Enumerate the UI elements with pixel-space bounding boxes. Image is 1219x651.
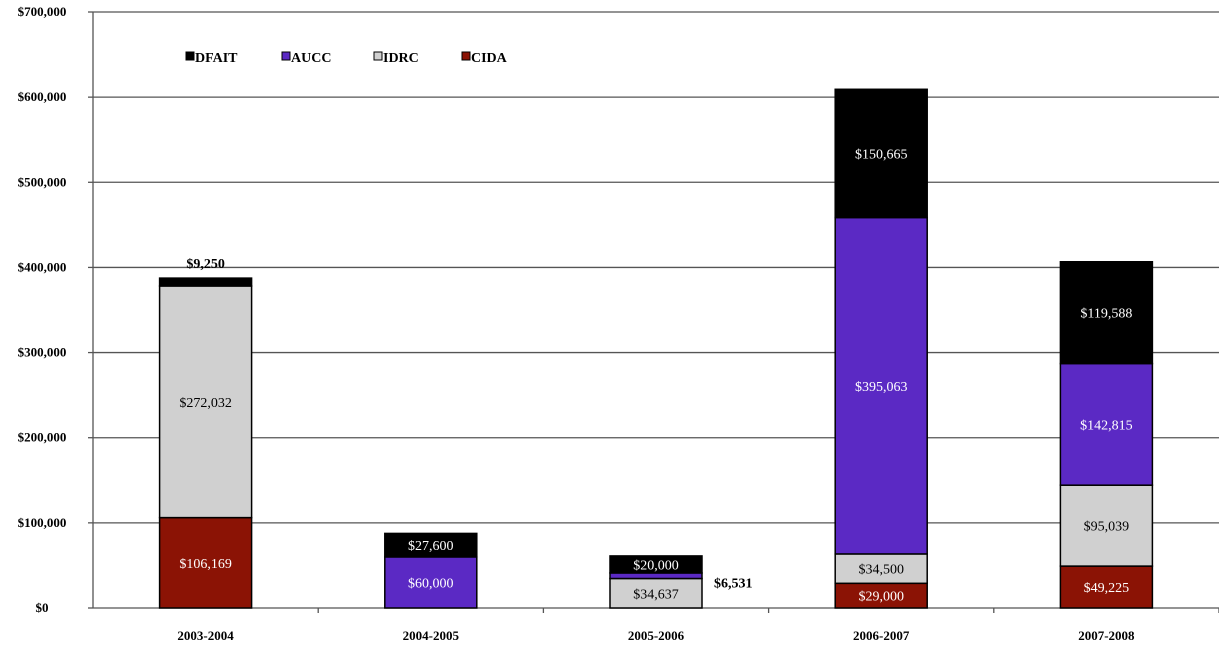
data-label: $49,225 <box>1084 581 1130 596</box>
legend-swatch <box>281 51 291 61</box>
legend-label: DFAIT <box>195 51 238 66</box>
bar-segment-dfait <box>834 88 928 219</box>
legend-item-aucc: AUCC <box>281 51 331 66</box>
x-tick-label: 2006-2007 <box>853 628 910 643</box>
bar-segment-idrc <box>834 553 928 585</box>
bars <box>158 88 1154 609</box>
y-tick-label: $200,000 <box>18 430 67 445</box>
data-labels: $106,169 $272,032 $9,250 $60,000 $27,600 $34,… <box>179 147 1132 604</box>
bar-segment-aucc <box>609 572 703 580</box>
data-label: $60,000 <box>408 576 454 591</box>
legend-swatch <box>461 51 471 61</box>
x-tick-label: 2003-2004 <box>177 628 234 643</box>
y-tick-label: $600,000 <box>18 89 67 104</box>
data-label: $27,600 <box>408 539 454 554</box>
bar-segment-cida <box>1059 565 1154 609</box>
data-label: $29,000 <box>858 590 904 605</box>
bar-segment-cida <box>158 516 253 609</box>
legend-item-dfait: DFAIT <box>185 51 238 66</box>
x-tick-label: 2004-2005 <box>403 628 460 643</box>
data-label: $395,063 <box>855 380 908 395</box>
y-tick-label: $0 <box>36 600 49 615</box>
bar-segment-dfait <box>384 532 478 558</box>
data-label: $9,250 <box>186 257 225 272</box>
data-label: $20,000 <box>633 558 679 573</box>
bar-segment-dfait <box>158 277 253 287</box>
data-label: $119,588 <box>1080 307 1132 322</box>
legend-label: AUCC <box>291 51 331 66</box>
data-label: $142,815 <box>1080 418 1133 433</box>
bar-segment-idrc <box>1059 484 1154 567</box>
bar-segment-cida <box>834 582 928 609</box>
y-tick-label: $300,000 <box>18 345 67 360</box>
y-tick-label: $400,000 <box>18 259 67 274</box>
data-label: $272,032 <box>179 396 232 411</box>
gridlines <box>93 11 1219 524</box>
bar-segment-aucc <box>1059 362 1154 486</box>
legend-swatch <box>373 51 383 61</box>
axes: $0 $100,000 $200,000 $300,000 $400,000 $500,0… <box>18 4 1219 643</box>
bar-segment-aucc <box>384 556 478 609</box>
x-tick-label: 2007-2008 <box>1078 628 1135 643</box>
legend-item-idrc: IDRC <box>373 51 419 66</box>
y-tick-label: $500,000 <box>18 174 67 189</box>
data-label: $6,531 <box>714 577 753 592</box>
legend-label: CIDA <box>471 51 508 66</box>
legend-item-cida: CIDA <box>461 51 508 66</box>
data-label: $34,500 <box>858 563 904 578</box>
bar-segment-dfait <box>1059 261 1154 365</box>
data-label: $106,169 <box>179 557 232 572</box>
bar-segment-dfait <box>609 555 703 574</box>
bar-segment-idrc <box>158 285 253 519</box>
y-tick-label: $700,000 <box>18 4 67 19</box>
y-tick-label: $100,000 <box>18 515 67 530</box>
data-label: $34,637 <box>633 587 679 602</box>
data-label: $150,665 <box>855 147 908 162</box>
legend: DFAIT AUCC IDRC CIDA <box>185 51 508 66</box>
legend-label: IDRC <box>383 51 419 66</box>
bar-segment-idrc <box>609 577 703 609</box>
legend-swatch <box>185 51 195 61</box>
data-label: $95,039 <box>1084 520 1130 535</box>
bar-segment-aucc <box>834 216 928 555</box>
x-tick-label: 2005-2006 <box>628 628 685 643</box>
